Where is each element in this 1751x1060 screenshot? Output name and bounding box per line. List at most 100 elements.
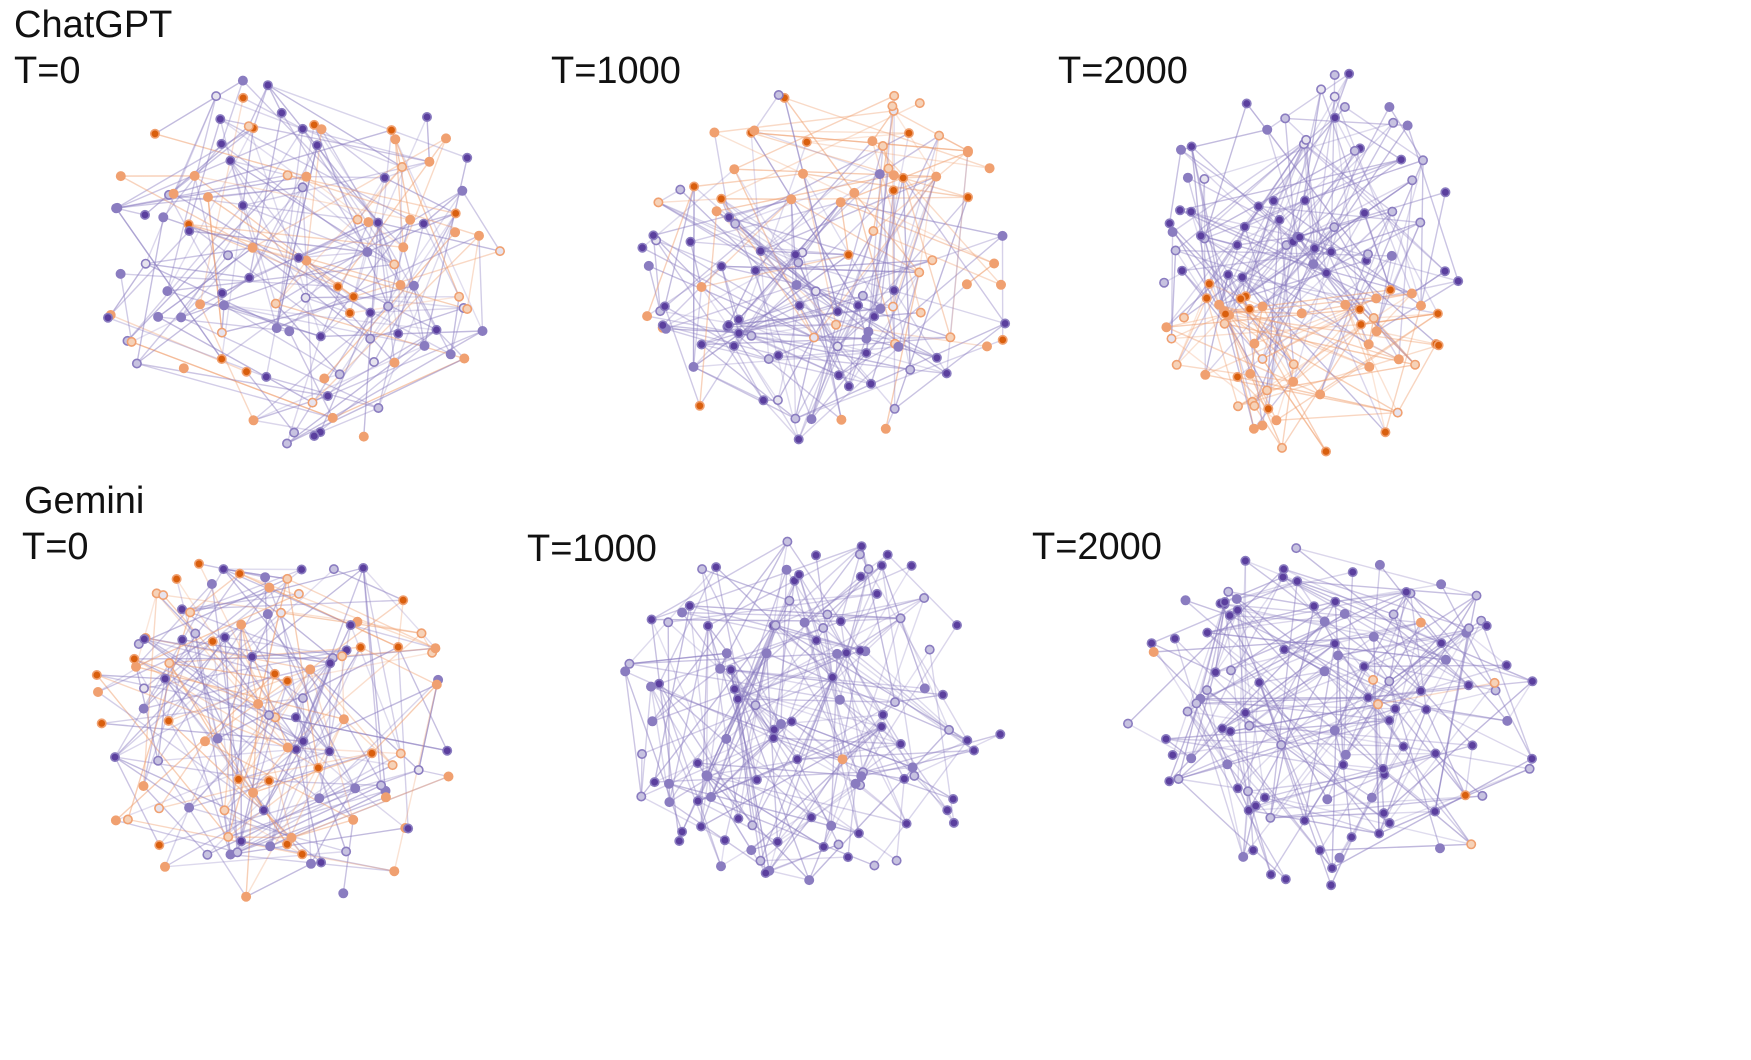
network-edge xyxy=(252,247,371,340)
network-edge xyxy=(142,785,208,856)
network-edge xyxy=(772,625,862,777)
network-edge xyxy=(188,223,375,363)
network-edge xyxy=(1248,636,1375,727)
orange-node xyxy=(915,307,926,318)
network-edge xyxy=(1368,343,1400,360)
network-edge xyxy=(836,653,905,780)
network-edge xyxy=(1344,106,1424,161)
purple-node xyxy=(826,820,837,831)
network-edge xyxy=(790,199,798,286)
network-edge xyxy=(313,124,389,307)
purple-node xyxy=(315,331,326,342)
network-edge xyxy=(1345,680,1390,756)
purple-node xyxy=(850,778,861,789)
network-edge xyxy=(798,261,1006,325)
network-edge xyxy=(871,140,1002,286)
network-edge xyxy=(1273,200,1422,307)
network-edge xyxy=(248,84,269,127)
network-edge xyxy=(332,647,436,659)
orange-node xyxy=(194,558,205,569)
purple-node xyxy=(701,770,712,781)
network-edge xyxy=(658,683,812,818)
network-edge xyxy=(1177,601,1226,780)
purple-node xyxy=(1378,808,1389,819)
purple-node xyxy=(750,700,761,711)
orange-node xyxy=(195,299,206,310)
network-edge xyxy=(253,419,321,433)
network-edge xyxy=(808,825,832,881)
network-edge xyxy=(207,196,354,298)
network-edge xyxy=(286,336,322,444)
network-edge xyxy=(701,337,867,346)
purple-node xyxy=(931,352,942,363)
purple-node xyxy=(733,328,744,339)
purple-node xyxy=(219,632,230,643)
network-edge xyxy=(860,597,925,777)
network-edge xyxy=(1296,236,1416,366)
purple-node xyxy=(909,770,920,781)
orange-node xyxy=(352,214,363,225)
purple-node xyxy=(747,820,758,831)
network-edge xyxy=(1266,129,1301,238)
network-edge xyxy=(1249,221,1421,310)
orange-node xyxy=(1466,839,1477,850)
orange-node xyxy=(962,145,973,156)
network-edge xyxy=(796,701,896,760)
network-edge xyxy=(664,186,695,307)
network-edge xyxy=(1174,638,1282,746)
orange-node xyxy=(694,400,705,411)
network-edge xyxy=(894,197,969,410)
network-edge xyxy=(1237,609,1442,644)
network-edge xyxy=(1228,314,1264,360)
network-edge xyxy=(1376,280,1459,300)
orange-node xyxy=(387,760,398,771)
network-edge xyxy=(881,565,926,689)
network-edge xyxy=(1224,603,1421,624)
network-edge xyxy=(1394,627,1470,710)
network-edge xyxy=(1190,576,1284,759)
purple-node xyxy=(907,762,918,773)
network-edge xyxy=(804,545,863,623)
network-edge xyxy=(665,328,867,340)
network-edge xyxy=(353,296,464,309)
orange-node xyxy=(389,866,400,877)
network-edge xyxy=(181,608,331,664)
purple-node xyxy=(624,658,635,669)
purple-node xyxy=(162,286,173,297)
network-edge xyxy=(724,625,777,841)
network-edge xyxy=(423,223,460,298)
network-edge xyxy=(668,652,768,803)
network-edge xyxy=(172,95,217,194)
edge-layer xyxy=(107,80,501,445)
purple-node xyxy=(1339,101,1350,112)
network-edge xyxy=(1281,324,1362,449)
orange-node xyxy=(348,291,359,302)
orange-node xyxy=(319,373,330,384)
network-edge xyxy=(1283,568,1442,644)
network-edge xyxy=(302,698,312,864)
orange-node xyxy=(849,187,860,198)
network-edge xyxy=(333,568,404,601)
network-edge xyxy=(728,324,800,440)
purple-node xyxy=(832,341,843,352)
purple-node xyxy=(1199,174,1210,185)
network-edge xyxy=(1276,313,1439,421)
purple-node xyxy=(854,549,865,560)
network-edge xyxy=(240,624,289,748)
orange-node xyxy=(1214,299,1225,310)
purple-node xyxy=(1329,725,1340,736)
orange-node xyxy=(1368,674,1379,685)
purple-node xyxy=(1415,217,1426,228)
purple-node xyxy=(895,739,906,750)
network-edge xyxy=(394,139,404,248)
network-edge xyxy=(223,568,288,580)
purple-node xyxy=(941,368,952,379)
network-edge xyxy=(1242,791,1249,857)
purple-node xyxy=(721,648,732,659)
purple-node xyxy=(818,623,829,634)
network-edge xyxy=(194,175,355,298)
network-edge xyxy=(859,597,925,652)
network-edge xyxy=(110,263,147,316)
purple-node xyxy=(1329,70,1340,80)
purple-node xyxy=(1501,660,1512,671)
